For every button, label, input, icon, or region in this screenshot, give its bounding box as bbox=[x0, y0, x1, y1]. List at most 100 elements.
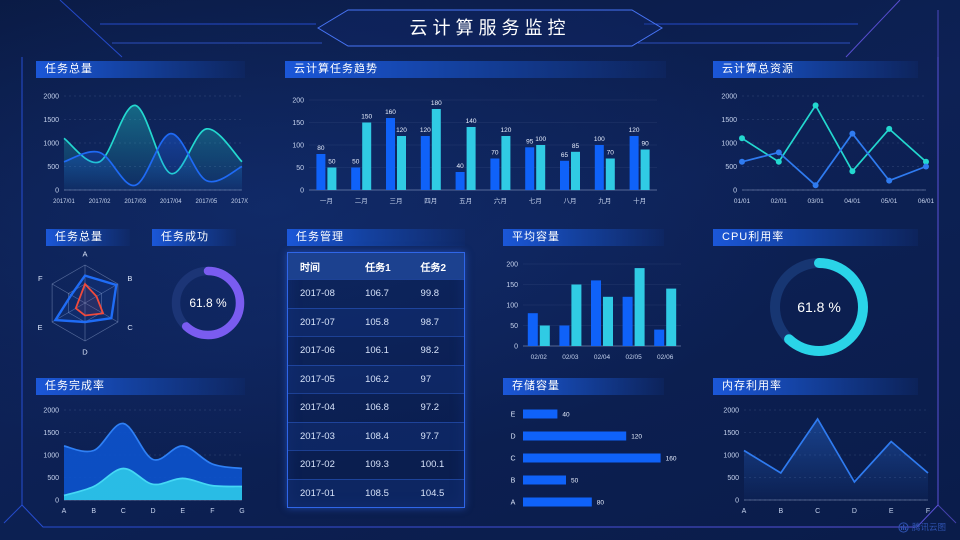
svg-text:C: C bbox=[121, 508, 126, 515]
svg-text:1000: 1000 bbox=[721, 141, 737, 148]
svg-text:D: D bbox=[82, 348, 88, 357]
svg-text:2000: 2000 bbox=[721, 94, 737, 101]
svg-text:160: 160 bbox=[666, 456, 677, 463]
svg-text:70: 70 bbox=[607, 150, 615, 157]
svg-text:A: A bbox=[742, 508, 747, 515]
svg-text:F: F bbox=[38, 274, 43, 283]
svg-text:1500: 1500 bbox=[43, 117, 59, 124]
panel-title-avg-capacity: 平均容量 bbox=[503, 229, 664, 246]
svg-text:E: E bbox=[511, 412, 516, 419]
svg-text:120: 120 bbox=[629, 127, 640, 134]
table-cell: 2017-04 bbox=[300, 402, 335, 414]
svg-text:500: 500 bbox=[727, 475, 739, 482]
table-cell: 99.8 bbox=[420, 288, 440, 300]
svg-text:0: 0 bbox=[514, 344, 518, 351]
svg-text:A: A bbox=[62, 508, 67, 515]
table-header-row: 时间 任务1 任务2 bbox=[288, 253, 464, 279]
svg-text:500: 500 bbox=[47, 164, 59, 171]
svg-text:七月: 七月 bbox=[529, 196, 542, 205]
table-cell: 2017-02 bbox=[300, 459, 335, 471]
table-cell: 97.2 bbox=[420, 402, 440, 414]
svg-text:180: 180 bbox=[431, 100, 442, 107]
watermark-label: 腾讯云图 bbox=[912, 522, 947, 532]
chart-svg-completion: 0 500 1000 1500 2000 A B C D E F G bbox=[43, 408, 244, 516]
chart-svg-storage: E 40 D 120 C 160 B 50 A 80 bbox=[510, 409, 677, 507]
svg-text:C: C bbox=[127, 323, 133, 332]
svg-text:1500: 1500 bbox=[723, 430, 739, 437]
svg-text:B: B bbox=[511, 478, 516, 485]
svg-text:04/01: 04/01 bbox=[844, 198, 861, 205]
table-cell: 106.7 bbox=[365, 288, 389, 300]
svg-text:40: 40 bbox=[456, 163, 464, 170]
svg-text:61.8 %: 61.8 % bbox=[189, 296, 227, 310]
svg-text:40: 40 bbox=[562, 412, 570, 419]
svg-text:90: 90 bbox=[641, 141, 649, 148]
svg-text:八月: 八月 bbox=[564, 197, 577, 205]
svg-text:95: 95 bbox=[526, 138, 534, 145]
task-table: 时间 任务1 任务2 2017-08 106.7 99.8 2017-07 105.8 98.7… bbox=[287, 252, 465, 508]
svg-text:五月: 五月 bbox=[459, 197, 472, 205]
svg-text:50: 50 bbox=[328, 159, 336, 166]
svg-text:E: E bbox=[889, 508, 894, 515]
table-row: 2017-06 106.1 98.2 bbox=[288, 336, 464, 365]
chart-svg-task-total-line: 0 500 1000 1500 2000 2017/01 2017/02 2017/03 201… bbox=[43, 94, 253, 206]
table-cell: 2017-05 bbox=[300, 373, 335, 385]
total-resources-line-chart: 0 500 1000 1500 2000 01/01 02/01 03/01 04/01 05/0… bbox=[710, 82, 938, 212]
table-header-cell: 时间 bbox=[300, 262, 320, 274]
table-row: 2017-07 105.8 98.7 bbox=[288, 307, 464, 336]
svg-text:C: C bbox=[815, 508, 820, 515]
svg-text:01/01: 01/01 bbox=[734, 198, 751, 205]
svg-text:2000: 2000 bbox=[43, 408, 59, 415]
svg-text:120: 120 bbox=[420, 127, 431, 134]
svg-text:500: 500 bbox=[47, 475, 59, 482]
table-cell: 2017-06 bbox=[300, 345, 335, 357]
svg-text:B: B bbox=[91, 508, 96, 515]
svg-text:02/05: 02/05 bbox=[625, 354, 642, 361]
svg-text:06/01: 06/01 bbox=[918, 198, 935, 205]
svg-text:50: 50 bbox=[510, 323, 518, 330]
table-cell: 98.7 bbox=[420, 316, 440, 328]
svg-text:0: 0 bbox=[300, 188, 304, 195]
table-cell: 106.1 bbox=[365, 345, 389, 357]
svg-text:02/06: 02/06 bbox=[657, 354, 674, 361]
svg-text:0: 0 bbox=[55, 498, 59, 505]
svg-text:85: 85 bbox=[572, 143, 580, 150]
table-cell: 108.5 bbox=[365, 487, 389, 499]
svg-text:1500: 1500 bbox=[43, 430, 59, 437]
table-row: 2017-01 108.5 104.5 bbox=[288, 478, 464, 507]
panel-title-completion: 任务完成率 bbox=[36, 378, 245, 395]
svg-text:A: A bbox=[511, 500, 516, 507]
table-cell: 2017-08 bbox=[300, 288, 335, 300]
storage-hbar-chart: E 40 D 120 C 160 B 50 A 80 bbox=[499, 398, 689, 520]
svg-text:0: 0 bbox=[733, 188, 737, 195]
completion-area-chart: 0 500 1000 1500 2000 A B C D E F G bbox=[36, 398, 248, 520]
svg-text:50: 50 bbox=[296, 165, 304, 172]
svg-text:100: 100 bbox=[506, 303, 518, 310]
tencent-cloud-logo-icon bbox=[898, 521, 909, 533]
table-cell: 106.8 bbox=[365, 402, 389, 414]
svg-text:1000: 1000 bbox=[43, 453, 59, 460]
svg-text:1000: 1000 bbox=[43, 141, 59, 148]
chart-svg-memory: 0 500 1000 1500 2000 A B C D E F bbox=[723, 408, 930, 516]
svg-text:100: 100 bbox=[594, 136, 605, 143]
svg-text:120: 120 bbox=[631, 434, 642, 441]
svg-text:四月: 四月 bbox=[424, 197, 437, 205]
svg-text:150: 150 bbox=[506, 282, 518, 289]
svg-text:80: 80 bbox=[597, 500, 605, 507]
svg-text:02/04: 02/04 bbox=[594, 354, 611, 361]
svg-text:05/01: 05/01 bbox=[881, 198, 898, 205]
panel-title-storage: 存储容量 bbox=[503, 378, 664, 395]
svg-text:2000: 2000 bbox=[43, 94, 59, 101]
table-cell: 105.8 bbox=[365, 316, 389, 328]
svg-text:0: 0 bbox=[735, 498, 739, 505]
table-cell: 108.4 bbox=[365, 430, 389, 442]
table-row: 2017-02 109.3 100.1 bbox=[288, 450, 464, 479]
svg-text:一月: 一月 bbox=[320, 197, 333, 205]
task-trend-bar-chart: 0 50 100 150 200 一月 二月 三月 四月 五月 六月 七月 八月 九月 十月 80 50 160 1… bbox=[285, 82, 667, 212]
svg-text:2017/01: 2017/01 bbox=[53, 199, 75, 205]
svg-text:F: F bbox=[926, 508, 930, 515]
svg-text:二月: 二月 bbox=[355, 197, 368, 205]
svg-text:2000: 2000 bbox=[723, 408, 739, 415]
svg-text:150: 150 bbox=[361, 114, 372, 121]
